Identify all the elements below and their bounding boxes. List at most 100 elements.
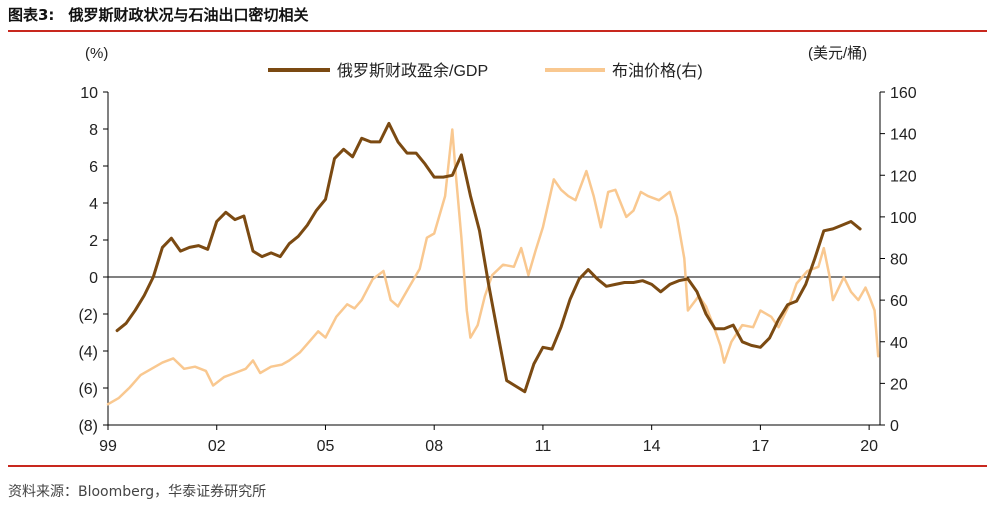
data-point-brent	[310, 339, 312, 341]
legend-label-fiscal: 俄罗斯财政盈余/GDP	[337, 61, 488, 80]
data-point-fiscal	[225, 211, 227, 213]
data-point-fiscal	[660, 291, 662, 293]
data-point-brent	[259, 372, 261, 374]
data-point-fiscal	[678, 280, 680, 282]
data-point-brent	[183, 368, 185, 370]
data-point-brent	[390, 299, 392, 301]
data-point-fiscal	[343, 148, 345, 150]
data-point-brent	[361, 299, 363, 301]
data-point-fiscal	[515, 385, 517, 387]
data-point-fiscal	[823, 230, 825, 232]
data-point-brent	[460, 237, 462, 239]
data-point-fiscal	[315, 209, 317, 211]
data-point-brent	[477, 324, 479, 326]
data-point-fiscal	[542, 346, 544, 348]
data-point-brent	[542, 226, 544, 228]
x-axis-tick-label: 14	[643, 438, 661, 455]
data-point-brent	[469, 337, 471, 339]
data-point-brent	[607, 191, 609, 193]
data-point-brent	[796, 282, 798, 285]
data-point-fiscal	[632, 281, 635, 284]
data-point-brent	[817, 266, 820, 268]
data-point-fiscal	[406, 152, 408, 154]
data-point-fiscal	[796, 300, 798, 302]
data-point-fiscal	[642, 280, 644, 282]
data-point-brent	[752, 326, 754, 328]
data-point-fiscal	[451, 174, 453, 176]
data-point-brent	[346, 303, 348, 305]
data-point-brent	[770, 316, 772, 318]
data-point-brent	[730, 341, 733, 343]
data-point-brent	[172, 357, 174, 359]
data-point-brent	[874, 309, 876, 312]
data-point-fiscal	[732, 324, 734, 326]
data-point-fiscal	[551, 348, 553, 350]
data-point-brent	[843, 276, 845, 278]
data-point-fiscal	[397, 141, 399, 143]
data-point-fiscal	[569, 298, 571, 300]
data-point-fiscal	[687, 278, 689, 280]
data-point-brent	[832, 299, 834, 301]
data-point-fiscal	[179, 250, 182, 252]
data-point-brent	[270, 366, 272, 368]
data-point-brent	[585, 170, 588, 172]
data-point-fiscal	[116, 330, 118, 332]
data-point-fiscal	[488, 283, 490, 285]
figure-label: 图表3:	[8, 6, 55, 24]
x-axis-tick-label: 02	[208, 438, 226, 455]
data-point-brent	[150, 368, 153, 370]
data-point-brent	[466, 309, 468, 312]
data-point-brent	[194, 366, 196, 368]
data-point-brent	[317, 330, 319, 332]
left-axis-tick-label: 6	[89, 159, 98, 176]
left-axis-tick-label: 0	[89, 270, 98, 287]
data-point-fiscal	[279, 256, 281, 258]
data-point-fiscal	[524, 391, 526, 393]
data-point-fiscal	[533, 363, 535, 365]
data-point-fiscal	[605, 285, 608, 287]
data-point-fiscal	[814, 257, 816, 260]
data-point-fiscal	[460, 154, 462, 156]
data-point-brent	[669, 191, 671, 193]
data-point-fiscal	[152, 276, 154, 278]
data-point-brent	[640, 191, 642, 193]
data-point-fiscal	[379, 141, 381, 143]
data-point-fiscal	[288, 243, 290, 245]
data-point-brent	[723, 362, 725, 364]
data-point-brent	[777, 326, 780, 328]
data-point-fiscal	[198, 245, 200, 247]
data-point-fiscal	[188, 246, 191, 248]
right-axis-tick-label: 80	[890, 252, 908, 269]
data-point-fiscal	[750, 344, 752, 346]
data-point-brent	[382, 270, 385, 272]
data-point-brent	[372, 278, 374, 280]
data-point-brent	[877, 355, 879, 357]
left-axis-tick-label: 8	[89, 122, 98, 139]
x-axis-tick-label: 11	[535, 438, 552, 455]
data-point-fiscal	[696, 291, 698, 293]
data-point-brent	[705, 305, 707, 307]
series-line-brent-price	[106, 128, 880, 406]
data-point-brent	[433, 232, 435, 235]
data-point-brent	[683, 257, 685, 260]
data-point-brent	[118, 397, 120, 399]
data-point-fiscal	[623, 281, 626, 284]
data-point-fiscal	[741, 341, 743, 343]
source-note: 资料来源：Bloomberg，华泰证券研究所	[8, 484, 267, 500]
right-axis-tick-label: 40	[890, 335, 908, 352]
data-point-fiscal	[297, 235, 299, 237]
data-point-brent	[107, 403, 109, 405]
data-point-fiscal	[161, 246, 163, 248]
data-point-brent	[828, 274, 830, 276]
right-axis-tick-label: 160	[890, 85, 917, 102]
data-point-brent	[234, 372, 236, 374]
data-point-fiscal	[125, 322, 127, 324]
data-point-fiscal	[669, 283, 671, 285]
left-axis-tick-label: 4	[89, 196, 98, 213]
data-point-brent	[632, 210, 635, 212]
data-point-fiscal	[388, 122, 390, 124]
data-point-brent	[823, 247, 825, 249]
data-point-fiscal	[442, 176, 444, 178]
data-point-brent	[426, 237, 428, 239]
top-divider	[8, 30, 987, 32]
